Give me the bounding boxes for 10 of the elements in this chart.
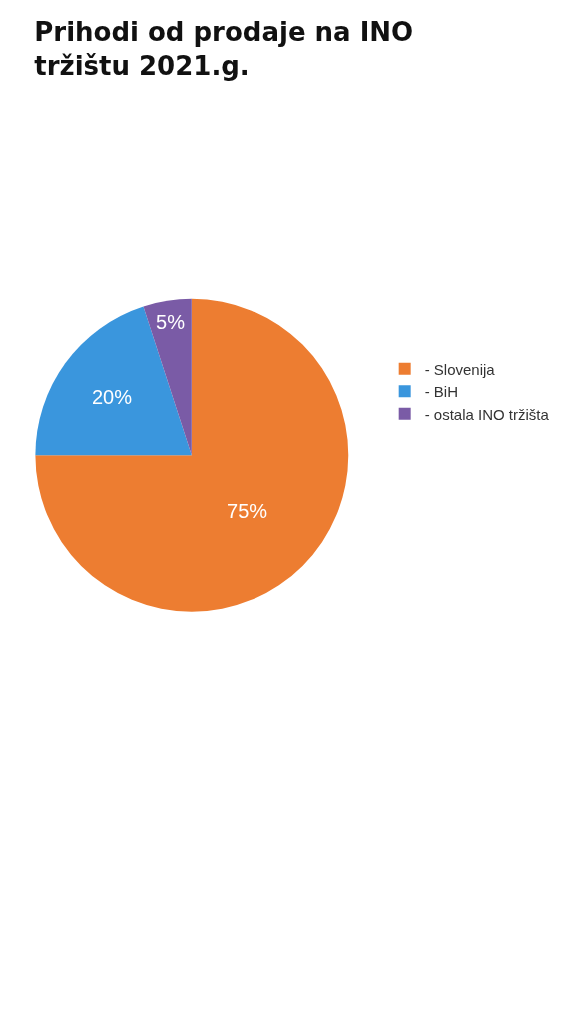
data-label: 20% — [91, 386, 133, 409]
chart-title: Prihodi od prodaje na INO tržištu 2021.g. — [34, 17, 414, 82]
data-label: 5% — [156, 310, 186, 333]
legend-label: - ostala INO tržišta — [424, 405, 550, 423]
pie-slice — [35, 306, 192, 456]
pie-slice — [143, 298, 192, 456]
legend-label: - BiH — [424, 383, 459, 401]
pie-slice — [35, 298, 349, 612]
legend-label: - Slovenija — [424, 360, 496, 378]
data-label: 75% — [227, 499, 268, 522]
